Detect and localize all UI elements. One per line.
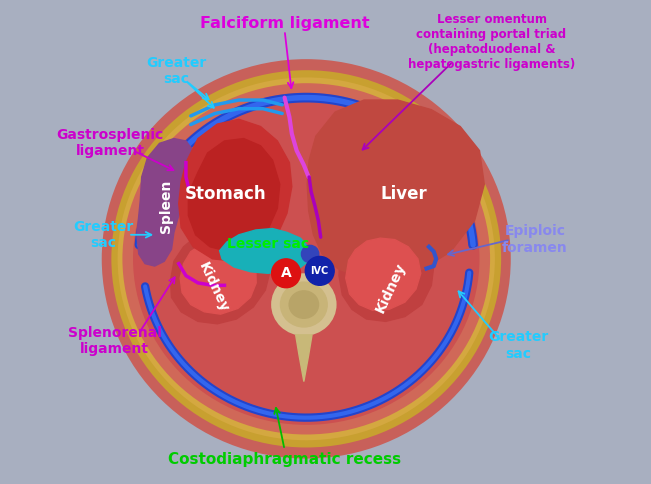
- Text: Kidney: Kidney: [196, 260, 232, 315]
- Text: Liver: Liver: [381, 185, 427, 203]
- Circle shape: [305, 257, 334, 285]
- Polygon shape: [307, 100, 484, 278]
- Polygon shape: [339, 230, 434, 321]
- Text: Gastrosplenic
ligament: Gastrosplenic ligament: [56, 128, 163, 158]
- Text: Kidney: Kidney: [373, 260, 408, 315]
- Text: Costodiaphragmatic recess: Costodiaphragmatic recess: [168, 452, 401, 467]
- Text: Splenorenal
ligament: Splenorenal ligament: [68, 326, 161, 356]
- Text: Falciform ligament: Falciform ligament: [200, 15, 369, 30]
- Ellipse shape: [271, 273, 337, 336]
- Text: Lesser sac: Lesser sac: [227, 238, 309, 251]
- Text: Lesser omentum
containing portal triad
(hepatoduodenal &
hepatogastric ligaments: Lesser omentum containing portal triad (…: [408, 13, 575, 71]
- Text: A: A: [281, 266, 292, 280]
- Polygon shape: [180, 240, 256, 314]
- Ellipse shape: [118, 77, 495, 440]
- Ellipse shape: [288, 290, 319, 319]
- Text: Greater
sac: Greater sac: [146, 56, 206, 86]
- Text: Epiploic
foramen: Epiploic foramen: [502, 225, 568, 255]
- Text: Spleen: Spleen: [159, 179, 173, 233]
- Ellipse shape: [102, 59, 511, 458]
- Text: IVC: IVC: [311, 266, 329, 276]
- Ellipse shape: [111, 70, 501, 448]
- Polygon shape: [296, 335, 312, 381]
- Text: Greater
sac: Greater sac: [73, 220, 133, 250]
- Polygon shape: [137, 138, 195, 266]
- Ellipse shape: [280, 282, 328, 328]
- Ellipse shape: [122, 83, 490, 435]
- Circle shape: [301, 245, 319, 263]
- Text: Stomach: Stomach: [185, 185, 267, 203]
- Text: Greater
sac: Greater sac: [488, 331, 548, 361]
- Polygon shape: [188, 138, 280, 252]
- Polygon shape: [171, 230, 270, 324]
- Polygon shape: [346, 238, 421, 310]
- Ellipse shape: [133, 93, 480, 425]
- Circle shape: [271, 259, 301, 287]
- Polygon shape: [219, 228, 310, 273]
- Polygon shape: [179, 119, 292, 261]
